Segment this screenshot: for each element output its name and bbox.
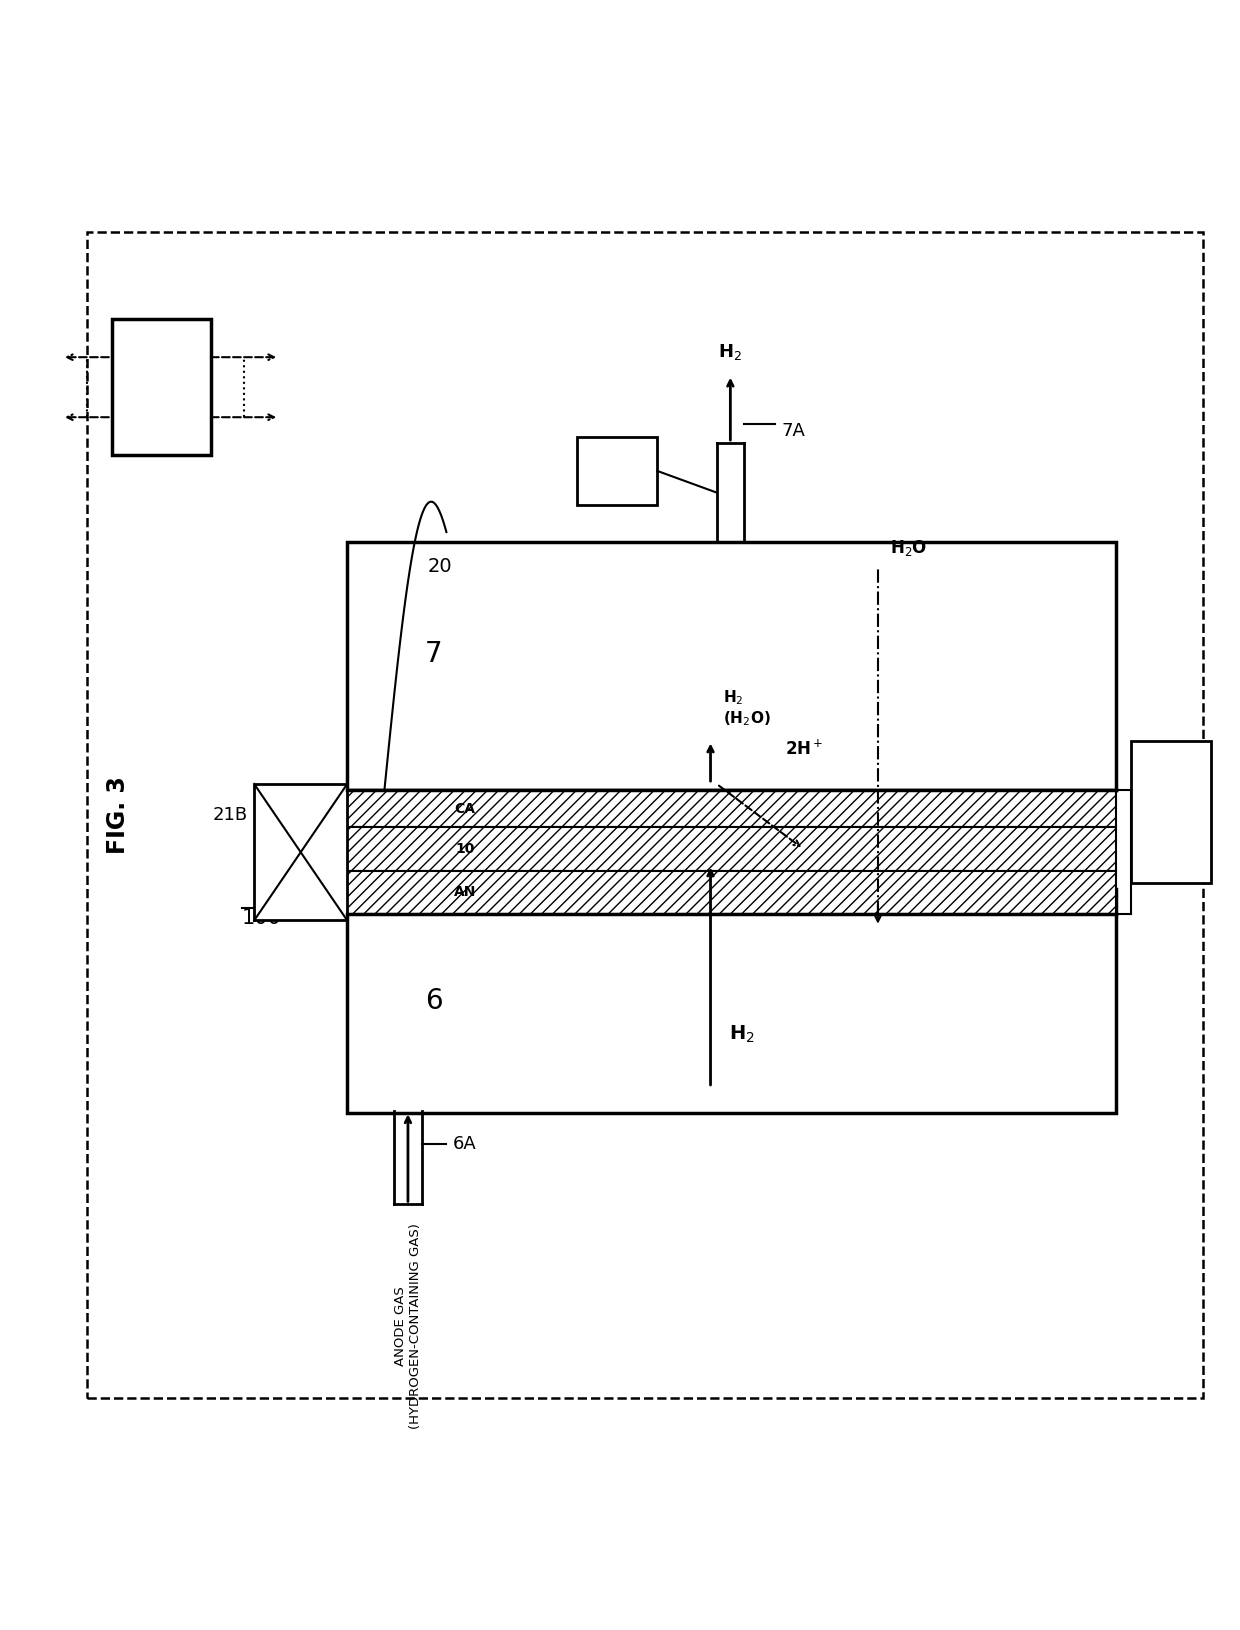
Text: ANODE GAS
(HYDROGEN-CONTAINING GAS): ANODE GAS (HYDROGEN-CONTAINING GAS) (394, 1222, 422, 1430)
Text: 50: 50 (146, 377, 177, 398)
Text: 21B: 21B (213, 805, 248, 825)
Text: 22: 22 (604, 461, 630, 479)
Bar (347, 890, 1116, 1113)
Text: H$_2$O: H$_2$O (890, 538, 928, 559)
Bar (1131, 740, 1211, 883)
Text: H$_2$: H$_2$ (718, 342, 743, 362)
Text: 2H$^+$: 2H$^+$ (785, 740, 823, 760)
Bar (347, 828, 1116, 870)
Bar (577, 437, 657, 505)
Text: H$_2$: H$_2$ (729, 1024, 755, 1045)
Bar (347, 870, 1116, 914)
Text: 6A: 6A (453, 1134, 476, 1152)
Polygon shape (254, 784, 347, 921)
Text: AN: AN (454, 885, 476, 900)
Text: 10: 10 (455, 843, 475, 856)
Text: 7A: 7A (781, 422, 805, 440)
Text: 14: 14 (1158, 802, 1184, 822)
Text: H$_2$
(H$_2$O): H$_2$ (H$_2$O) (723, 688, 770, 729)
Text: CA: CA (455, 802, 475, 815)
Text: FIG. 3: FIG. 3 (105, 776, 130, 854)
Text: 6: 6 (425, 988, 443, 1015)
Bar (112, 319, 211, 455)
Text: 20: 20 (428, 557, 453, 577)
Text: 100: 100 (242, 908, 281, 927)
Text: 7: 7 (425, 641, 443, 668)
Bar (347, 791, 1116, 828)
Bar (347, 543, 1116, 791)
